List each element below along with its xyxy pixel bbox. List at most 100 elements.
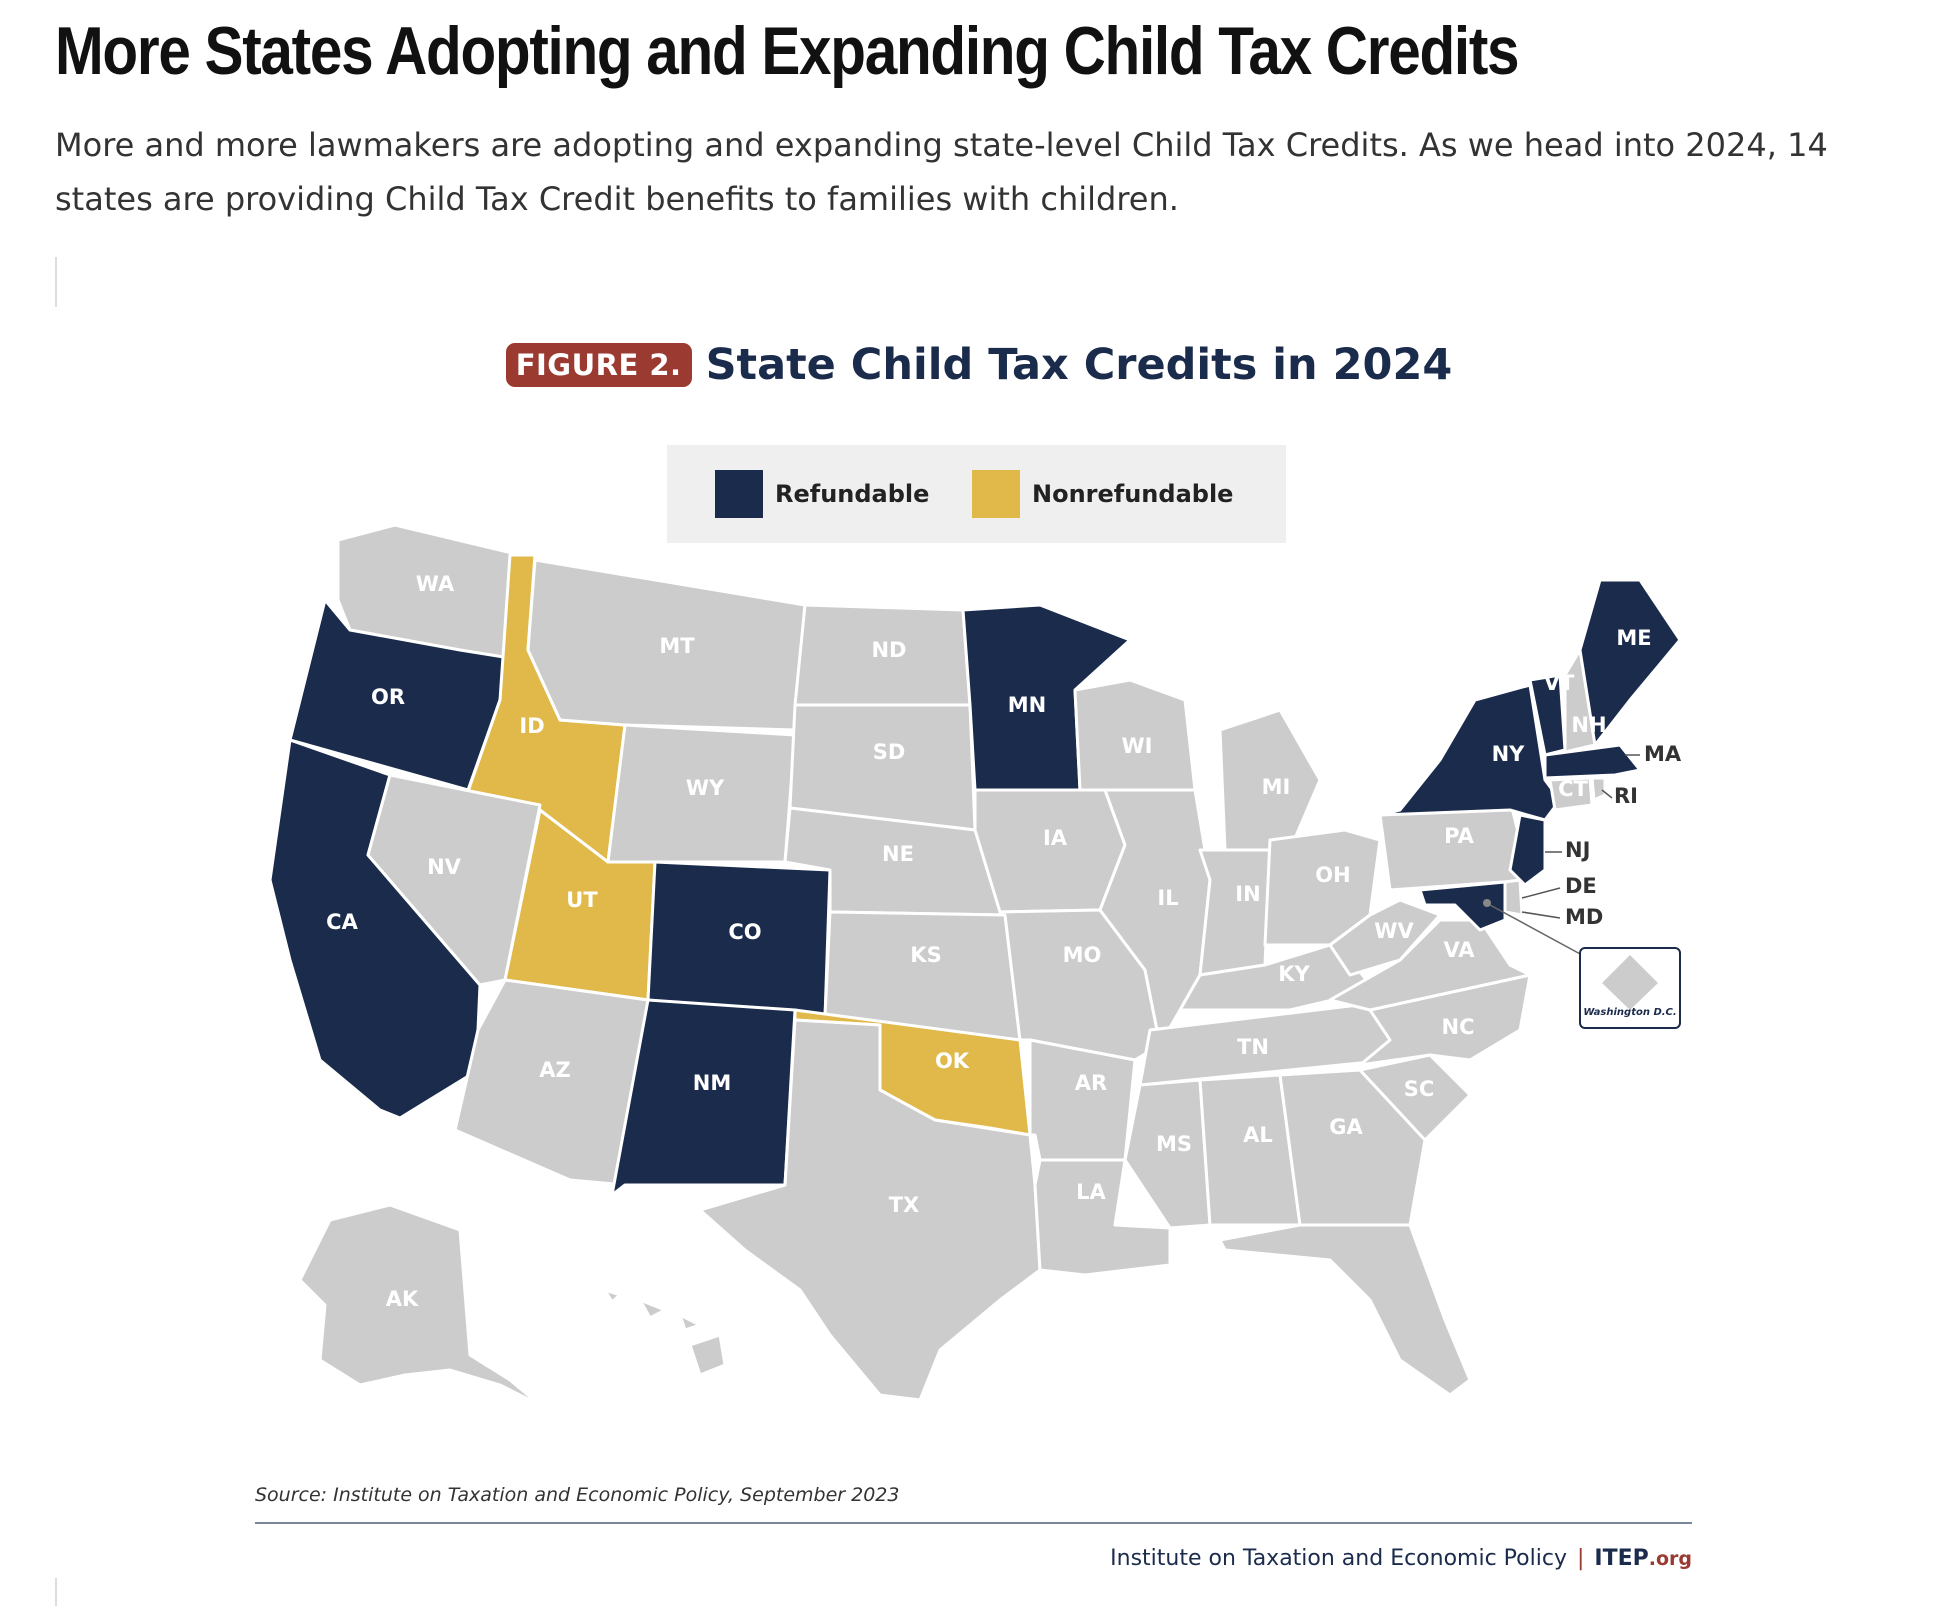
article-headline: More States Adopting and Expanding Child… bbox=[55, 13, 1520, 89]
state-label-de: DE bbox=[1565, 874, 1597, 898]
state-label-oh: OH bbox=[1315, 863, 1350, 887]
state-label-ks: KS bbox=[910, 943, 941, 967]
state-label-id: ID bbox=[519, 714, 544, 738]
state-ny bbox=[1378, 683, 1562, 822]
state-label-wv: WV bbox=[1374, 919, 1414, 943]
state-nc bbox=[1358, 973, 1532, 1067]
state-label-tx: TX bbox=[889, 1193, 920, 1217]
state-label-ca: CA bbox=[326, 910, 358, 934]
state-label-mo: MO bbox=[1063, 943, 1102, 967]
state-sc bbox=[1358, 1053, 1472, 1142]
state-label-sc: SC bbox=[1404, 1077, 1435, 1101]
state-ms bbox=[1123, 1078, 1212, 1230]
state-label-mt: MT bbox=[659, 634, 695, 658]
state-label-fl: FL bbox=[1442, 1266, 1470, 1290]
legend-item-refundable: Refundable bbox=[715, 470, 929, 518]
state-label-ut: UT bbox=[566, 888, 598, 912]
dc-inset: Washington D.C. bbox=[1483, 899, 1681, 1029]
state-label-hi: HI bbox=[651, 1343, 676, 1367]
state-ar bbox=[1028, 1038, 1137, 1162]
figure-rule bbox=[255, 1522, 1692, 1524]
state-label-me: ME bbox=[1616, 626, 1651, 650]
article-dek: More and more lawmakers are adopting and… bbox=[55, 126, 1828, 218]
footer-separator: | bbox=[1576, 1546, 1585, 1571]
state-label-la: LA bbox=[1076, 1180, 1106, 1204]
figure-title-text: State Child Tax Credits in 2024 bbox=[705, 340, 1453, 390]
divider-line bbox=[55, 257, 57, 307]
legend: Refundable Nonrefundable bbox=[667, 445, 1286, 543]
state-label-va: VA bbox=[1443, 938, 1475, 962]
state-fl bbox=[1218, 1223, 1472, 1397]
state-label-ct: CT bbox=[1558, 777, 1588, 801]
state-label-mn: MN bbox=[1008, 693, 1046, 717]
figure-source: Source: Institute on Taxation and Econom… bbox=[255, 1484, 900, 1506]
state-label-ms: MS bbox=[1156, 1132, 1192, 1156]
state-ga bbox=[1278, 1068, 1427, 1227]
state-wv bbox=[1328, 898, 1442, 977]
legend-label-nonrefundable: Nonrefundable bbox=[1032, 480, 1234, 508]
figure-badge: FIGURE 2. bbox=[505, 343, 692, 387]
state-ma bbox=[1543, 743, 1642, 780]
state-label-ga: GA bbox=[1329, 1115, 1363, 1139]
state-label-ma: MA bbox=[1644, 742, 1682, 766]
state-ri bbox=[1590, 776, 1607, 802]
state-label-sd: SD bbox=[873, 740, 906, 764]
state-label-nc: NC bbox=[1442, 1015, 1475, 1039]
state-label-az: AZ bbox=[539, 1058, 570, 1082]
state-label-il: IL bbox=[1157, 886, 1178, 910]
callout-line-md bbox=[1521, 911, 1561, 919]
callout-lines bbox=[1521, 754, 1640, 919]
state-nv bbox=[366, 773, 542, 987]
dc-leader-line bbox=[1489, 904, 1583, 956]
state-label-nv: NV bbox=[427, 855, 462, 879]
itep-logo: ITEP bbox=[1594, 1546, 1649, 1571]
callout-line-de bbox=[1521, 887, 1561, 899]
state-ct bbox=[1548, 776, 1594, 812]
state-label-nh: NH bbox=[1571, 713, 1606, 737]
callout-line-ri bbox=[1601, 789, 1613, 799]
state-label-ak: AK bbox=[386, 1287, 419, 1311]
state-label-ky: KY bbox=[1278, 962, 1310, 986]
state-la bbox=[1033, 1158, 1172, 1277]
state-label-or: OR bbox=[371, 685, 405, 709]
dc-inset-label: Washington D.C. bbox=[1583, 1007, 1676, 1018]
state-label-wa: WA bbox=[416, 572, 455, 596]
state-de bbox=[1503, 878, 1524, 917]
state-ky bbox=[1178, 943, 1377, 1012]
state-me bbox=[1578, 578, 1682, 747]
state-label-pa: PA bbox=[1444, 824, 1474, 848]
state-ak bbox=[298, 1203, 542, 1407]
state-label-wy: WY bbox=[686, 776, 725, 800]
state-ia bbox=[973, 788, 1127, 914]
state-nj bbox=[1508, 813, 1547, 887]
state-label-al: AL bbox=[1243, 1123, 1273, 1147]
state-tx bbox=[698, 1018, 1042, 1402]
figure-footer: Institute on Taxation and Economic Polic… bbox=[1110, 1546, 1692, 1571]
state-label-ia: IA bbox=[1043, 826, 1068, 850]
legend-swatch-refundable bbox=[715, 470, 763, 518]
state-label-nd: ND bbox=[871, 638, 906, 662]
state-md bbox=[1418, 880, 1507, 932]
state-label-in: IN bbox=[1235, 882, 1260, 906]
state-label-md: MD bbox=[1565, 905, 1603, 929]
state-label-ok: OK bbox=[935, 1049, 970, 1073]
state-label-ar: AR bbox=[1075, 1071, 1107, 1095]
dc-marker bbox=[1483, 899, 1491, 907]
divider-line bbox=[55, 1578, 57, 1606]
state-nm bbox=[610, 998, 797, 1197]
legend-item-nonrefundable: Nonrefundable bbox=[972, 470, 1233, 518]
legend-swatch-nonrefundable bbox=[972, 470, 1020, 518]
state-label-vt: VT bbox=[1544, 671, 1575, 695]
state-label-ny: NY bbox=[1492, 742, 1526, 766]
figure-title: FIGURE 2. State Child Tax Credits in 2024 bbox=[0, 340, 1958, 390]
state-label-nj: NJ bbox=[1565, 838, 1590, 862]
state-hi bbox=[603, 1288, 727, 1377]
dc-shape bbox=[1602, 955, 1658, 1010]
state-label-mi: MI bbox=[1262, 775, 1291, 799]
footer-org: Institute on Taxation and Economic Polic… bbox=[1110, 1546, 1567, 1571]
state-mi bbox=[1218, 708, 1322, 852]
state-in bbox=[1198, 848, 1272, 977]
state-label-co: CO bbox=[728, 920, 761, 944]
state-label-wi: WI bbox=[1122, 734, 1153, 758]
